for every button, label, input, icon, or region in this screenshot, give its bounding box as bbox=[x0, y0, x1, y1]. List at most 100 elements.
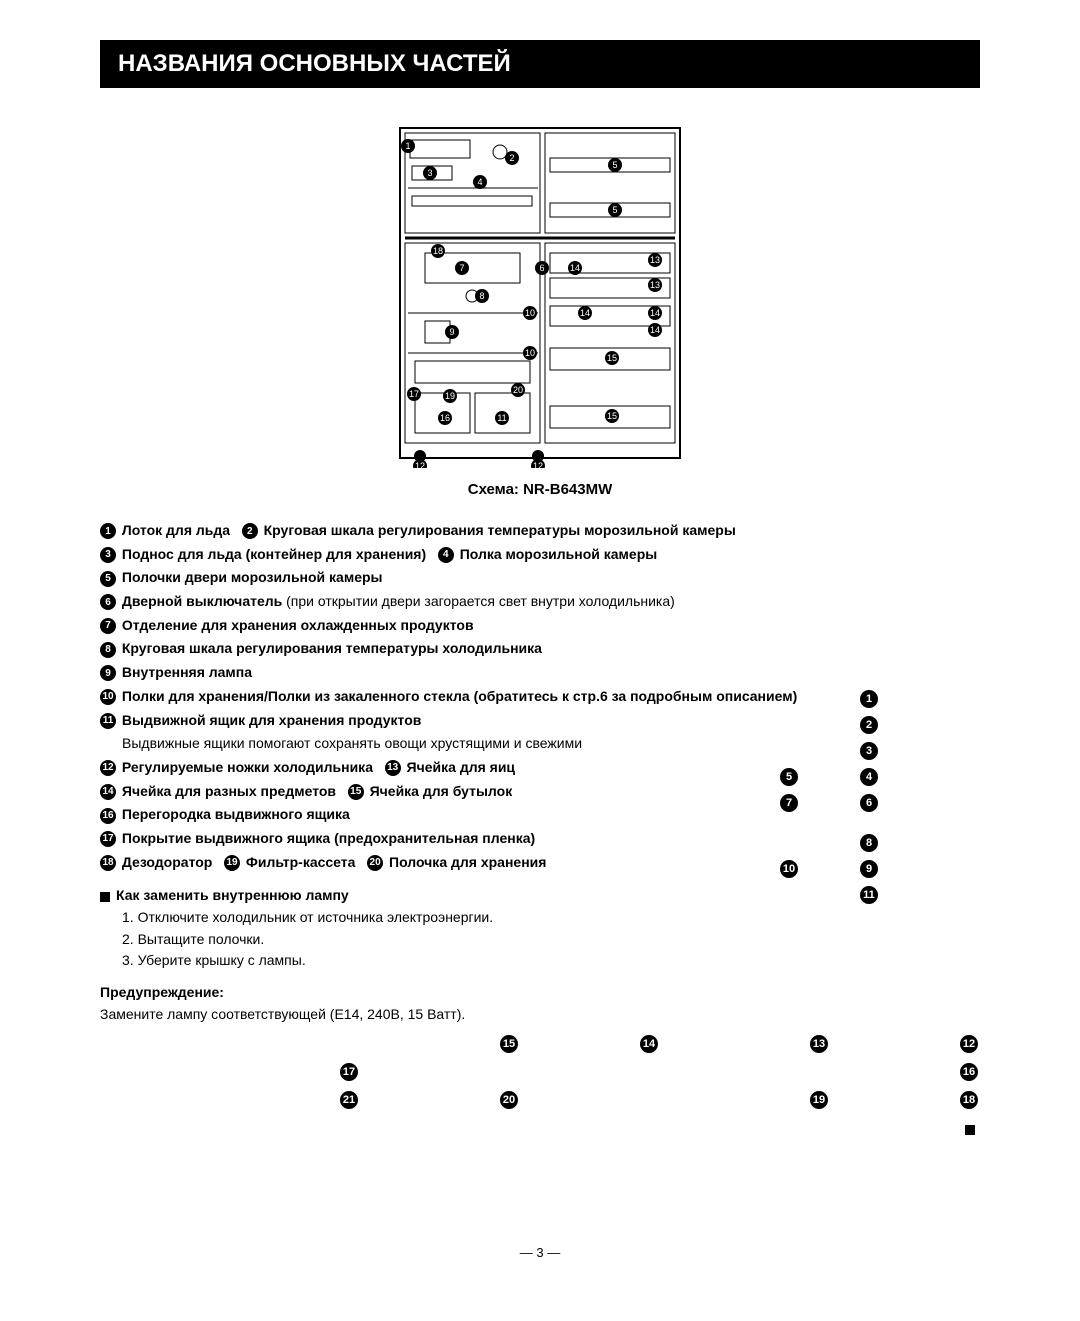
label-19: Фильтр-кассета bbox=[246, 854, 356, 870]
svg-text:14: 14 bbox=[580, 308, 590, 318]
rn-2: 2 bbox=[860, 716, 878, 734]
warning-text: Замените лампу соответствующей (Е14, 240… bbox=[100, 1004, 980, 1026]
label-2: Круговая шкала регулирования температуры… bbox=[264, 522, 736, 538]
svg-text:2: 2 bbox=[509, 153, 514, 163]
diagram: 1 2 3 4 5 5 6 7 8 9 10 10 11 16 12 12 13… bbox=[100, 118, 980, 473]
svg-text:10: 10 bbox=[525, 348, 535, 358]
num-8: 8 bbox=[100, 642, 116, 658]
page-number: — 3 — bbox=[100, 1245, 980, 1260]
num-10: 10 bbox=[100, 689, 116, 705]
svg-text:14: 14 bbox=[650, 308, 660, 318]
label-5: Полочки двери морозильной камеры bbox=[122, 569, 383, 585]
lamp-step-2: 2. Вытащите полочки. bbox=[122, 929, 980, 951]
svg-text:14: 14 bbox=[650, 325, 660, 335]
diagram-caption: Схема: NR-B643MW bbox=[100, 481, 980, 498]
svg-text:12: 12 bbox=[415, 461, 425, 468]
warning-head: Предупреждение: bbox=[100, 982, 980, 1004]
num-17: 17 bbox=[100, 831, 116, 847]
num-13: 13 bbox=[385, 760, 401, 776]
num-16: 16 bbox=[100, 808, 116, 824]
rn-9: 9 bbox=[860, 860, 878, 878]
num-1: 1 bbox=[100, 523, 116, 539]
num-19: 19 bbox=[224, 855, 240, 871]
label-10: Полки для хранения/Полки из закаленного … bbox=[122, 688, 797, 704]
sc-14: 14 bbox=[640, 1035, 658, 1053]
label-16: Перегородка выдвижного ящика bbox=[122, 806, 350, 822]
svg-text:19: 19 bbox=[445, 391, 455, 401]
label-4: Полка морозильной камеры bbox=[460, 546, 658, 562]
label-6-note: (при открытии двери загорается свет внут… bbox=[282, 593, 675, 609]
svg-text:10: 10 bbox=[525, 308, 535, 318]
svg-text:13: 13 bbox=[650, 255, 660, 265]
lamp-step-1: 1. Отключите холодильник от источника эл… bbox=[122, 907, 980, 929]
page-title: НАЗВАНИЯ ОСНОВНЫХ ЧАСТЕЙ bbox=[100, 40, 980, 88]
num-3: 3 bbox=[100, 547, 116, 563]
svg-text:13: 13 bbox=[650, 280, 660, 290]
num-4: 4 bbox=[438, 547, 454, 563]
svg-text:12: 12 bbox=[533, 461, 543, 468]
rn-5l: 5 bbox=[780, 768, 798, 786]
num-6: 6 bbox=[100, 594, 116, 610]
rn-11: 11 bbox=[860, 886, 878, 904]
svg-text:5: 5 bbox=[612, 160, 617, 170]
label-20: Полочка для хранения bbox=[389, 854, 546, 870]
label-1: Лоток для льда bbox=[122, 522, 230, 538]
svg-text:15: 15 bbox=[607, 353, 617, 363]
num-2: 2 bbox=[242, 523, 258, 539]
square-icon bbox=[100, 892, 110, 902]
sc-18: 18 bbox=[960, 1091, 978, 1109]
svg-text:18: 18 bbox=[433, 246, 443, 256]
label-14: Ячейка для разных предметов bbox=[122, 783, 336, 799]
sc-16: 16 bbox=[960, 1063, 978, 1081]
label-11: Выдвижной ящик для хранения продуктов bbox=[122, 712, 421, 728]
sc-13: 13 bbox=[810, 1035, 828, 1053]
svg-text:17: 17 bbox=[409, 389, 419, 399]
svg-text:20: 20 bbox=[513, 385, 523, 395]
rn-6: 6 bbox=[860, 794, 878, 812]
svg-text:11: 11 bbox=[497, 413, 506, 423]
label-6: Дверной выключатель bbox=[122, 593, 282, 609]
svg-text:1: 1 bbox=[405, 141, 410, 151]
num-5: 5 bbox=[100, 571, 116, 587]
rn-3: 3 bbox=[860, 742, 878, 760]
label-9: Внутренняя лампа bbox=[122, 664, 252, 680]
svg-text:15: 15 bbox=[607, 411, 617, 421]
fridge-svg: 1 2 3 4 5 5 6 7 8 9 10 10 11 16 12 12 13… bbox=[390, 118, 690, 468]
label-15: Ячейка для бутылок bbox=[370, 783, 513, 799]
label-13: Ячейка для яиц bbox=[407, 759, 516, 775]
svg-text:9: 9 bbox=[449, 327, 454, 337]
sc-15: 15 bbox=[500, 1035, 518, 1053]
rn-10l: 10 bbox=[780, 860, 798, 878]
num-14: 14 bbox=[100, 784, 116, 800]
rn-7l: 7 bbox=[780, 794, 798, 812]
svg-text:7: 7 bbox=[459, 263, 464, 273]
sc-21: 21 bbox=[340, 1091, 358, 1109]
svg-text:5: 5 bbox=[612, 205, 617, 215]
num-11: 11 bbox=[100, 713, 116, 729]
lamp-step-3: 3. Уберите крышку с лампы. bbox=[122, 950, 980, 972]
square-icon-bottom bbox=[965, 1125, 975, 1135]
label-18: Дезодоратор bbox=[122, 854, 212, 870]
label-8: Круговая шкала регулирования температуры… bbox=[122, 640, 542, 656]
svg-text:14: 14 bbox=[570, 263, 580, 273]
scatter-numbers: 15 14 13 12 17 16 21 20 19 18 bbox=[100, 1035, 980, 1125]
sc-19: 19 bbox=[810, 1091, 828, 1109]
num-9: 9 bbox=[100, 665, 116, 681]
num-7: 7 bbox=[100, 618, 116, 634]
svg-text:3: 3 bbox=[427, 168, 432, 178]
sc-12: 12 bbox=[960, 1035, 978, 1053]
svg-text:8: 8 bbox=[479, 291, 484, 301]
label-7: Отделение для хранения охлажденных проду… bbox=[122, 617, 474, 633]
sc-20: 20 bbox=[500, 1091, 518, 1109]
right-numbers-column: 1 2 3 5 4 7 6 8 10 9 11 bbox=[780, 690, 880, 904]
num-20: 20 bbox=[367, 855, 383, 871]
rn-1: 1 bbox=[860, 690, 878, 708]
label-12: Регулируемые ножки холодильника bbox=[122, 759, 373, 775]
num-18: 18 bbox=[100, 855, 116, 871]
num-15: 15 bbox=[348, 784, 364, 800]
rn-8: 8 bbox=[860, 834, 878, 852]
label-17: Покрытие выдвижного ящика (предохранител… bbox=[122, 830, 535, 846]
svg-text:6: 6 bbox=[539, 263, 544, 273]
rn-4: 4 bbox=[860, 768, 878, 786]
num-12: 12 bbox=[100, 760, 116, 776]
